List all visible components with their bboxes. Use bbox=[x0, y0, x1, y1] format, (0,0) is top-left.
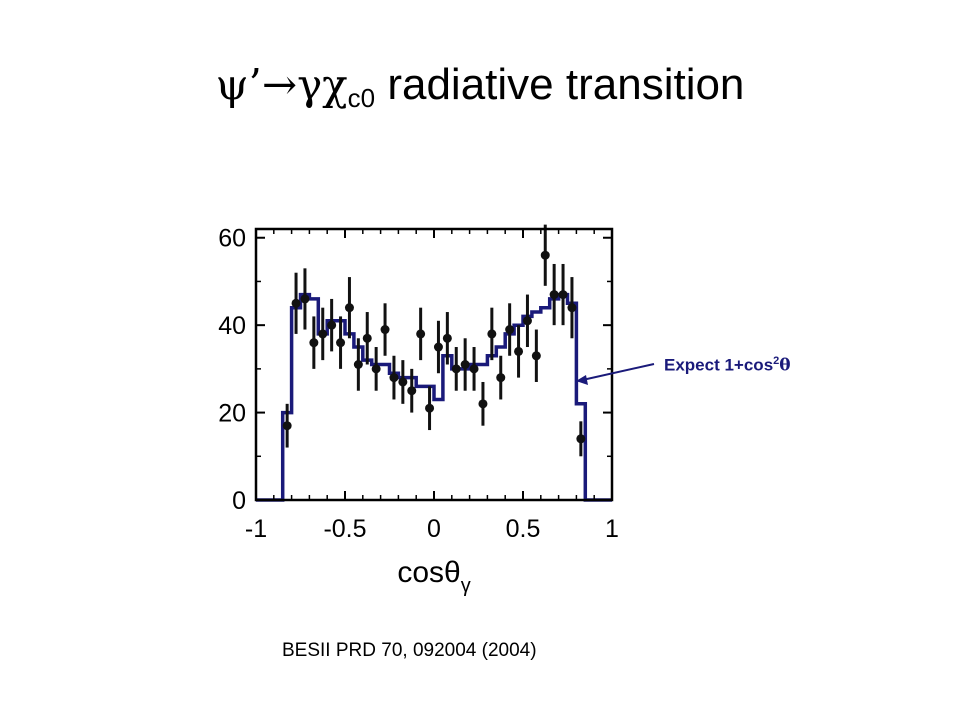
data-point bbox=[327, 320, 337, 330]
data-point bbox=[318, 329, 328, 339]
data-point bbox=[558, 290, 568, 300]
data-point bbox=[389, 373, 399, 383]
data-point bbox=[425, 403, 435, 413]
annotation-text: Expect 1+cos bbox=[664, 355, 774, 375]
y-tick-label: 60 bbox=[218, 225, 246, 253]
x-tick-label: 0 bbox=[427, 515, 441, 543]
data-point bbox=[380, 325, 390, 335]
y-tick-label: 0 bbox=[232, 487, 246, 515]
data-point bbox=[442, 333, 452, 343]
data-point bbox=[300, 294, 310, 304]
slide-title: ψ’→γχc0 radiative transition bbox=[0, 60, 960, 114]
data-point bbox=[398, 377, 408, 387]
x-axis-label-subscript: γ bbox=[461, 575, 471, 597]
title-subscript: c0 bbox=[347, 83, 376, 113]
data-point bbox=[487, 329, 497, 339]
data-point bbox=[549, 290, 559, 300]
y-tick-label: 20 bbox=[218, 400, 246, 428]
plot-frame bbox=[254, 227, 614, 502]
x-axis-label: cosθγ bbox=[397, 556, 470, 597]
data-point bbox=[451, 364, 461, 374]
data-point bbox=[540, 250, 550, 260]
data-point bbox=[531, 351, 541, 361]
data-point bbox=[496, 373, 506, 383]
data-point bbox=[514, 346, 524, 356]
x-tick-label: 1 bbox=[605, 515, 619, 543]
data-point bbox=[353, 360, 363, 369]
annotation-arrow-line bbox=[577, 363, 655, 382]
reference-citation: BESII PRD 70, 092004 (2004) bbox=[282, 640, 537, 661]
annotation-label: Expect 1+cos2θ bbox=[664, 355, 791, 376]
data-point bbox=[336, 338, 346, 348]
data-point bbox=[282, 421, 292, 431]
data-point bbox=[478, 399, 488, 409]
title-rest: radiative transition bbox=[375, 60, 745, 109]
histogram-series bbox=[256, 292, 612, 502]
annotation-arrow-head bbox=[576, 375, 588, 385]
data-point bbox=[291, 298, 301, 308]
data-point bbox=[567, 303, 577, 313]
data-points-layer bbox=[282, 224, 586, 457]
data-point bbox=[522, 316, 532, 326]
x-axis-label-main: cosθ bbox=[397, 556, 460, 589]
annotation-theta: θ bbox=[779, 355, 791, 376]
title-arrow-icon: → bbox=[261, 60, 298, 109]
x-tick-label: -0.5 bbox=[323, 515, 366, 543]
data-point bbox=[344, 303, 354, 313]
data-point bbox=[576, 434, 586, 444]
title-psi: ψ’ bbox=[215, 60, 262, 109]
data-point bbox=[309, 338, 319, 348]
data-point bbox=[362, 333, 372, 343]
data-point bbox=[469, 364, 479, 374]
data-point bbox=[433, 342, 443, 352]
annotation-superscript: 2 bbox=[773, 355, 780, 367]
axes-layer: -1 -0.5 0 0.5 1 0 20 40 60 cosθγ bbox=[218, 225, 619, 597]
data-point bbox=[505, 325, 515, 335]
data-point bbox=[371, 364, 381, 374]
x-tick-label: -1 bbox=[245, 515, 267, 543]
histogram-layer bbox=[256, 292, 612, 502]
y-tick-label: 40 bbox=[218, 312, 246, 340]
x-tick-label: 0.5 bbox=[506, 515, 541, 543]
data-point bbox=[460, 360, 470, 369]
title-gamma-chi: γχ bbox=[297, 60, 348, 109]
data-point bbox=[416, 329, 426, 339]
data-point bbox=[407, 386, 417, 396]
